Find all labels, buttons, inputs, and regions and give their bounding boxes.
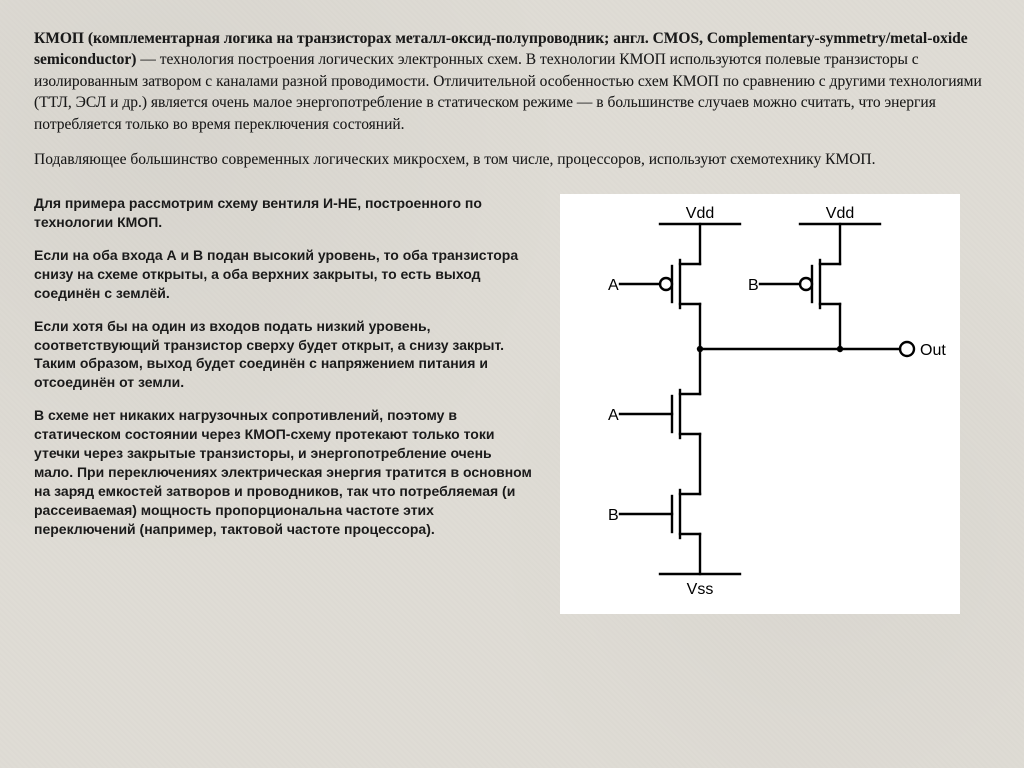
pmos-a-label: A — [608, 277, 619, 294]
left-para-4: В схеме нет никаких нагрузочных сопротив… — [34, 406, 532, 538]
pmos-b-label: B — [748, 277, 759, 294]
out-label: Out — [920, 342, 946, 359]
cmos-nand-schematic-svg: Vdd A Vdd — [560, 194, 960, 614]
vss-label: Vss — [687, 581, 714, 598]
left-para-3: Если хотя бы на один из входов подать ни… — [34, 317, 532, 393]
left-para-1: Для примера рассмотрим схему вентиля И-Н… — [34, 194, 532, 232]
sub-paragraph: Подавляющее большинство современных логи… — [34, 149, 990, 170]
two-column-layout: Для примера рассмотрим схему вентиля И-Н… — [34, 194, 990, 614]
left-text-column: Для примера рассмотрим схему вентиля И-Н… — [34, 194, 532, 552]
intro-rest: — технология построения логических элект… — [34, 51, 982, 132]
intro-paragraph: КМОП (комплементарная логика на транзист… — [34, 28, 990, 135]
left-para-2: Если на оба входа А и В подан высокий ур… — [34, 246, 532, 303]
nmos-b-label: B — [608, 507, 619, 524]
nmos-a-label: A — [608, 407, 619, 424]
schematic-panel: Vdd A Vdd — [560, 194, 960, 614]
vdd-label-left: Vdd — [686, 205, 714, 222]
vdd-label-right: Vdd — [826, 205, 854, 222]
